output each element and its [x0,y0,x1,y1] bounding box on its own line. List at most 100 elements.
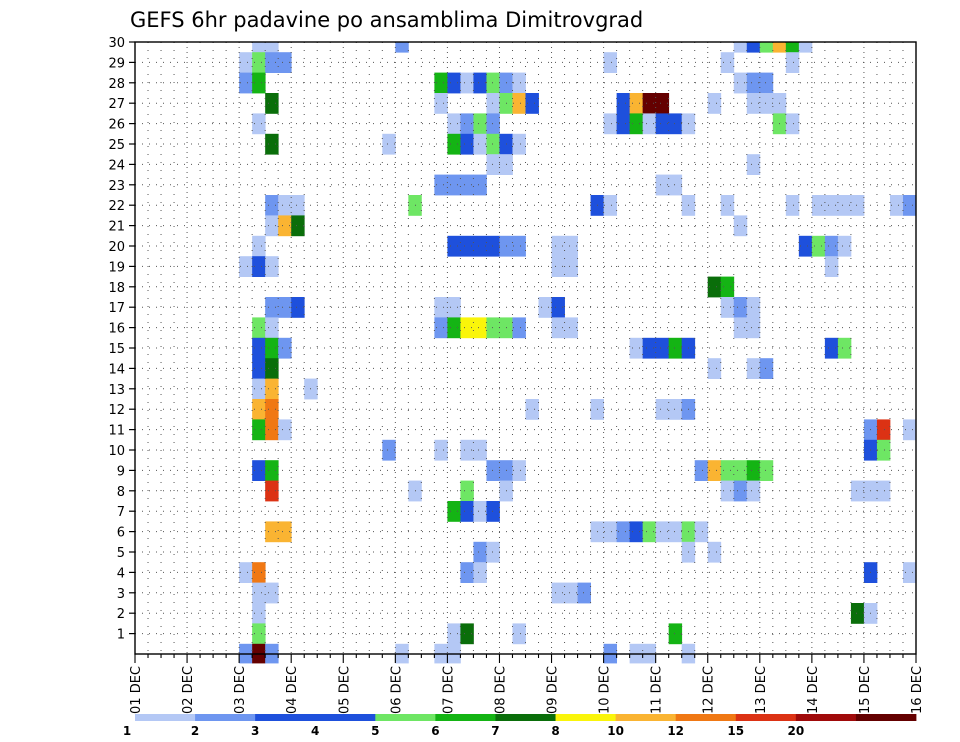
heatmap-cell [655,174,670,196]
heatmap-cell [252,72,266,94]
heatmap-cell [265,133,279,155]
heatmap-cell [811,195,826,216]
colorbar-swatch [375,714,436,721]
heatmap-cell [655,113,670,135]
heatmap-cell [707,276,722,298]
heatmap-cell [551,582,565,604]
heatmap-cell [759,93,774,114]
heatmap-cell [382,439,396,461]
heatmap-cell [486,113,500,135]
heatmap-cell [616,113,631,135]
heatmap-cell [564,582,578,604]
heatmap-cell [824,195,839,216]
heatmap-cell [447,72,461,94]
x-tick-label: 12 DEC [702,666,717,714]
x-axis: 01 DEC 02 DEC 03 DEC 04 DEC 05 DEC 06 DEC 07 D… [129,654,925,714]
heatmap-cell [486,501,500,522]
heatmap-cell [694,460,709,481]
heatmap-cell [512,235,526,257]
heatmap-cell [655,93,670,114]
colorbar-swatch [615,714,677,721]
colorbar-swatch [315,714,376,721]
heatmap-cell [265,337,279,359]
y-tick-label: 22 [108,199,125,214]
heatmap-cell [902,562,917,583]
heatmap-cell [733,72,748,94]
heatmap-cell [694,521,709,543]
heatmap-cell [447,297,461,318]
colorbar-swatch [795,714,857,721]
heatmap-cell [668,623,683,645]
heatmap-cell [447,133,461,155]
heatmap-cell [733,317,748,339]
y-tick-label: 16 [108,322,125,337]
heatmap-cell [447,317,461,339]
colorbar-label: 1 [123,724,131,738]
heatmap-cell [265,480,279,502]
heatmap-cell [460,113,474,135]
heatmap-cell [876,419,891,441]
colorbar-label: 6 [431,724,439,738]
heatmap-cell [239,256,253,277]
heatmap-cell [746,154,761,175]
heatmap-cell [811,235,826,257]
heatmap-cell [252,52,266,73]
y-tick-label: 23 [108,179,125,194]
y-tick-label: 4 [117,566,125,581]
heatmap-cell [252,623,266,645]
heatmap-cell [265,256,279,277]
heatmap-cell [265,582,279,604]
y-tick-label: 24 [108,158,125,173]
heatmap-cell [460,72,474,94]
heatmap-cell [460,174,474,196]
heatmap-cell [382,133,396,155]
heatmap-cell [837,235,852,257]
heatmap-cell [798,42,813,53]
heatmap-cell [564,235,578,257]
colorbar-swatch [555,714,617,721]
heatmap-cell [460,439,474,461]
heatmap-cell [824,235,839,257]
colorbar-label: 20 [787,724,804,738]
heatmap-cell [512,133,526,155]
heatmap-cell [434,93,448,114]
heatmap-cell [460,562,474,583]
heatmap-cell [629,521,644,543]
colorbar-swatch [195,714,256,721]
heatmap-cell [538,297,552,318]
y-tick-label: 13 [108,383,125,398]
heatmap-cell [460,133,474,155]
heatmap-cell [512,460,526,481]
heatmap-cell [642,113,657,135]
heatmap-cell [460,501,474,522]
colorbar-label: 4 [311,724,319,738]
heatmap-cell [603,52,618,73]
heatmap-cell [746,93,761,114]
heatmap-cell [707,460,722,481]
heatmap-cell [395,42,409,53]
x-tick-label: 03 DEC [233,666,248,714]
heatmap-cell [460,623,474,645]
heatmap-cell [265,378,279,400]
heatmap-cell [720,195,735,216]
heatmap-cell [850,480,865,502]
y-tick-label: 7 [117,505,125,520]
heatmap-cell [629,93,644,114]
heatmap-cell [486,460,500,481]
x-tick-label: 01 DEC [129,666,144,714]
heatmap-cell [265,358,279,379]
y-tick-label: 11 [108,424,125,439]
y-tick-label: 17 [108,301,125,316]
heatmap-cell [902,419,917,441]
colorbar-legend: 1 2 3 4 5 6 7 8 10 12 15 20 [123,714,917,738]
heatmap-cell [720,480,735,502]
colorbar-swatch [675,714,737,721]
heatmap-cell [252,235,266,257]
colorbar-swatch [435,714,496,721]
heatmap-cell [265,419,279,441]
heatmap-cell [655,399,670,420]
heatmap-cell [577,582,591,604]
heatmap-cell [746,358,761,379]
heatmap-cell [473,541,487,563]
heatmap-cell [551,235,565,257]
